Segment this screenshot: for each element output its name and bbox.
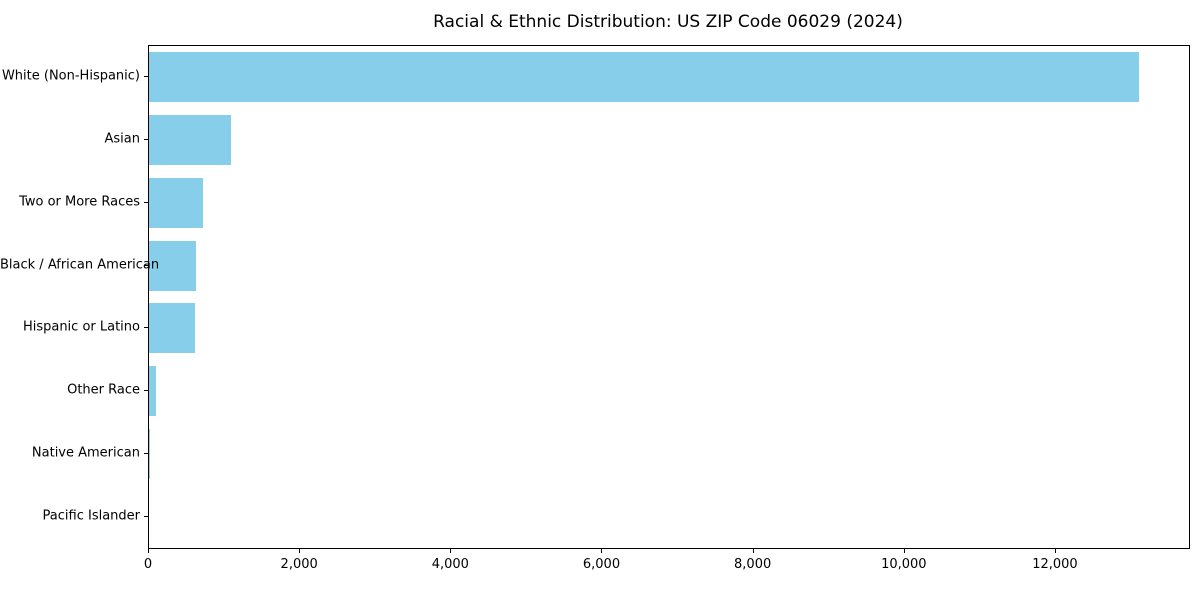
- x-tick-label: 6,000: [582, 557, 621, 572]
- x-tick-label: 8,000: [734, 557, 772, 572]
- x-tick-mark: [601, 549, 603, 553]
- y-tick-label: Two or More Races: [19, 194, 140, 210]
- y-tick-label: Black / African American: [0, 257, 160, 273]
- bar-two-or-more-races: [149, 177, 204, 228]
- y-tick-label: Other Race: [67, 382, 140, 398]
- y-tick-label: White (Non-Hispanic): [1, 68, 140, 84]
- y-tick-label: Pacific Islander: [42, 508, 140, 524]
- bar-asian: [149, 115, 232, 166]
- x-tick-mark: [1054, 549, 1056, 553]
- y-tick-label: Hispanic or Latino: [22, 319, 140, 335]
- x-tick-label: 4,000: [431, 557, 469, 572]
- bar-white-non-hispanic: [149, 52, 1140, 103]
- y-tick-label: Asian: [104, 131, 140, 147]
- x-tick-label: 12,000: [1032, 557, 1078, 572]
- chart-title: Racial & Ethnic Distribution: US ZIP Cod…: [433, 12, 903, 32]
- bar-black-african-american: [149, 240, 196, 291]
- bar-hispanic-or-latino: [149, 303, 196, 354]
- x-tick-mark: [299, 549, 301, 553]
- bar-native-american: [149, 428, 150, 479]
- x-tick-mark: [903, 549, 905, 553]
- y-tick-label: Native American: [31, 445, 140, 461]
- x-tick-label: 2,000: [280, 557, 318, 572]
- x-tick-label: 0: [143, 557, 153, 572]
- x-tick-mark: [450, 549, 452, 553]
- x-tick-mark: [148, 549, 149, 553]
- plot-area: [148, 45, 1190, 549]
- x-tick-mark: [752, 549, 754, 553]
- x-tick-label: 10,000: [881, 557, 927, 572]
- bar-other-race: [149, 366, 156, 417]
